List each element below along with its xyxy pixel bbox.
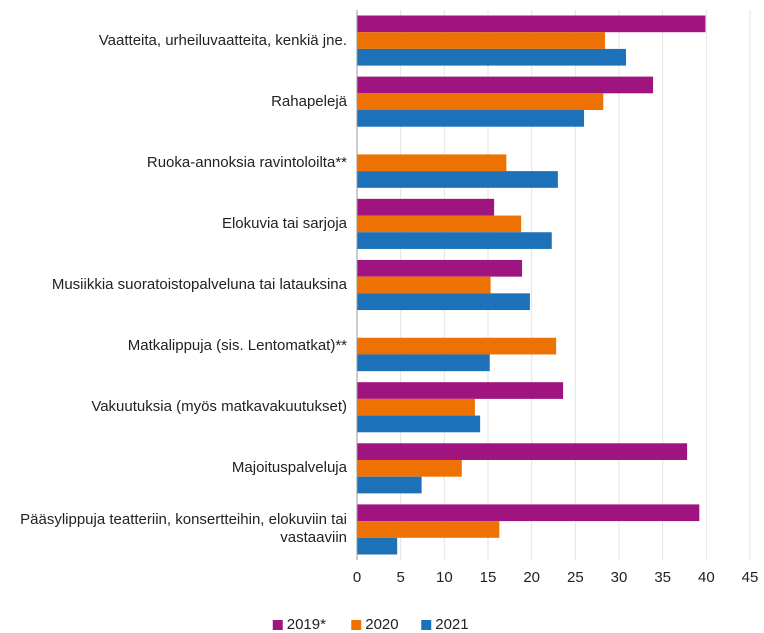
bar [357,354,490,372]
category-label: Rahapelejä [271,92,347,110]
bar [357,521,500,538]
bar [357,93,604,111]
x-tick-label: 40 [698,569,715,586]
x-tick-label: 25 [567,569,584,586]
x-tick-label: 45 [742,569,759,586]
category-label: Ruoka-annoksia ravintoloilta** [146,153,347,171]
x-tick-label: 30 [611,569,628,586]
bar [357,293,530,311]
bar [357,198,495,216]
bar [357,537,398,555]
legend-label: 2019* [287,616,326,633]
bar [357,48,626,66]
category-label: Pääsylippuja teatteriin, konsertteihin, … [20,511,347,547]
bar [357,215,522,233]
legend-label: 2020 [365,616,398,633]
x-tick-label: 0 [353,569,361,586]
bar [357,171,558,188]
bar [357,76,654,94]
x-tick-label: 20 [523,569,540,586]
bar [357,32,606,49]
bar [357,110,585,127]
category-label: Musiikkia suoratoistopalveluna tai latau… [51,276,347,293]
x-tick-label: 10 [436,569,453,586]
x-tick-label: 15 [480,569,497,586]
bar [357,15,706,33]
category-label: Elokuvia tai sarjoja [221,214,347,232]
bar [357,259,523,277]
category-label: Vakuutuksia (myös matkavakuutukset) [91,398,347,416]
bar [357,415,481,433]
legend-swatch [272,620,283,630]
legend-swatch [421,620,432,630]
x-tick-label: 35 [654,569,671,586]
bar [357,232,552,249]
bar [357,276,491,294]
x-tick-label: 5 [396,569,404,586]
bar [357,459,462,477]
bar [357,154,507,172]
legend-swatch [351,620,362,630]
bar [357,504,700,522]
bar [357,443,688,460]
category-label: Vaatteita, urheiluvaatteita, kenkiä jne. [98,31,347,49]
legend-label: 2021 [435,616,468,633]
bar [357,398,475,416]
bar [357,382,564,399]
category-label: Majoituspalveluja [231,459,347,477]
bar [357,337,557,355]
bar [357,476,422,494]
category-label: Matkalippuja (sis. Lentomatkat)** [127,337,347,355]
